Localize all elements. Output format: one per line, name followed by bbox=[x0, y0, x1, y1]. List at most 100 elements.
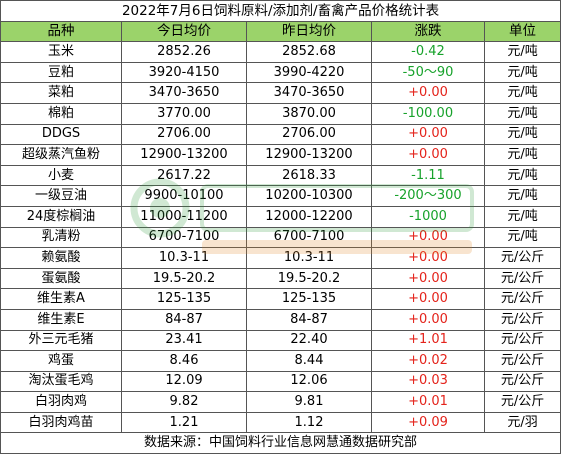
table-row: 24度棕榈油 11000-11200 12000-12200 -1000 元/吨 bbox=[0, 205, 562, 228]
table-row: 淘汰蛋毛鸡 12.09 12.06 +0.03 元/公斤 bbox=[0, 370, 562, 393]
cell-variety: 菜粕 bbox=[0, 82, 122, 104]
cell-variety: 小麦 bbox=[0, 164, 122, 187]
cell-today-price: 1.21 bbox=[121, 411, 247, 434]
cell-change: -100.00 bbox=[371, 102, 485, 125]
cell-yesterday-price: 12000-12200 bbox=[246, 205, 372, 228]
column-header-change: 涨跌 bbox=[371, 20, 485, 43]
table-title: 2022年7月6日饲料原料/添加剂/畜禽产品价格统计表 bbox=[0, 0, 562, 22]
cell-change: +0.00 bbox=[371, 288, 485, 310]
cell-variety: 蛋氨酸 bbox=[0, 267, 122, 290]
column-header-yesterday-price: 昨日均价 bbox=[246, 20, 372, 43]
cell-unit: 元/吨 bbox=[483, 144, 562, 166]
table-row: 小麦 2617.22 2618.33 -1.11 元/吨 bbox=[0, 164, 562, 187]
cell-today-price: 23.41 bbox=[121, 329, 247, 352]
table-row: DDGS 2706.00 2706.00 +0.00 元/吨 bbox=[0, 123, 562, 146]
cell-variety: 一级豆油 bbox=[0, 185, 122, 207]
cell-unit: 元/公斤 bbox=[483, 350, 562, 372]
cell-change: +0.00 bbox=[371, 247, 485, 269]
cell-variety: DDGS bbox=[0, 123, 122, 146]
cell-yesterday-price: 125-135 bbox=[246, 288, 372, 310]
table-row: 赖氨酸 10.3-11 10.3-11 +0.00 元/公斤 bbox=[0, 247, 562, 269]
cell-variety: 白羽肉鸡苗 bbox=[0, 411, 122, 434]
cell-today-price: 11000-11200 bbox=[121, 205, 247, 228]
cell-unit: 元/公斤 bbox=[483, 247, 562, 269]
cell-today-price: 3920-4150 bbox=[121, 61, 247, 84]
cell-today-price: 8.46 bbox=[121, 350, 247, 372]
cell-unit: 元/吨 bbox=[483, 41, 562, 63]
cell-change: -1.11 bbox=[371, 164, 485, 187]
table-row: 菜粕 3470-3650 3470-3650 +0.00 元/吨 bbox=[0, 82, 562, 104]
table-row: 蛋氨酸 19.5-20.2 19.5-20.2 +0.00 元/公斤 bbox=[0, 267, 562, 290]
cell-variety: 棉粕 bbox=[0, 102, 122, 125]
cell-today-price: 125-135 bbox=[121, 288, 247, 310]
cell-today-price: 3770.00 bbox=[121, 102, 247, 125]
cell-yesterday-price: 2618.33 bbox=[246, 164, 372, 187]
cell-change: +1.01 bbox=[371, 329, 485, 352]
cell-yesterday-price: 22.40 bbox=[246, 329, 372, 352]
cell-yesterday-price: 12900-13200 bbox=[246, 144, 372, 166]
cell-variety: 玉米 bbox=[0, 41, 122, 63]
table-row: 外三元毛猪 23.41 22.40 +1.01 元/公斤 bbox=[0, 329, 562, 352]
cell-yesterday-price: 1.12 bbox=[246, 411, 372, 434]
cell-today-price: 6700-7100 bbox=[121, 226, 247, 249]
cell-yesterday-price: 2852.68 bbox=[246, 41, 372, 63]
table-header-row: 品种 今日均价 昨日均价 涨跌 单位 bbox=[0, 20, 562, 43]
cell-unit: 元/羽 bbox=[483, 411, 562, 434]
cell-change: +0.09 bbox=[371, 411, 485, 434]
cell-variety: 赖氨酸 bbox=[0, 247, 122, 269]
column-header-unit: 单位 bbox=[483, 20, 562, 43]
cell-change: -1000 bbox=[371, 205, 485, 228]
cell-change: +0.00 bbox=[371, 123, 485, 146]
cell-unit: 元/公斤 bbox=[483, 370, 562, 393]
table-row: 鸡蛋 8.46 8.44 +0.02 元/公斤 bbox=[0, 350, 562, 372]
cell-yesterday-price: 10.3-11 bbox=[246, 247, 372, 269]
cell-unit: 元/吨 bbox=[483, 61, 562, 84]
cell-yesterday-price: 6700-7100 bbox=[246, 226, 372, 249]
table-row: 一级豆油 9900-10100 10200-10300 -200～300 元/吨 bbox=[0, 185, 562, 207]
cell-unit: 元/公斤 bbox=[483, 329, 562, 352]
cell-today-price: 9900-10100 bbox=[121, 185, 247, 207]
cell-unit: 元/吨 bbox=[483, 102, 562, 125]
table-row: 乳清粉 6700-7100 6700-7100 +0.00 元/吨 bbox=[0, 226, 562, 249]
cell-change: -0.42 bbox=[371, 41, 485, 63]
cell-variety: 白羽肉鸡 bbox=[0, 391, 122, 413]
cell-yesterday-price: 9.81 bbox=[246, 391, 372, 413]
cell-today-price: 2706.00 bbox=[121, 123, 247, 146]
table-row: 豆粕 3920-4150 3990-4220 -50～90 元/吨 bbox=[0, 61, 562, 84]
cell-yesterday-price: 3870.00 bbox=[246, 102, 372, 125]
table-row: 维生素A 125-135 125-135 +0.00 元/公斤 bbox=[0, 288, 562, 310]
cell-variety: 鸡蛋 bbox=[0, 350, 122, 372]
table-footer-row: 数据来源：中国饲料行业信息网慧通数据研究部 bbox=[0, 432, 562, 454]
cell-today-price: 12900-13200 bbox=[121, 144, 247, 166]
cell-unit: 元/吨 bbox=[483, 164, 562, 187]
cell-today-price: 84-87 bbox=[121, 308, 247, 331]
cell-variety: 维生素A bbox=[0, 288, 122, 310]
cell-change: -200～300 bbox=[371, 185, 485, 207]
cell-variety: 淘汰蛋毛鸡 bbox=[0, 370, 122, 393]
cell-change: +0.01 bbox=[371, 391, 485, 413]
cell-variety: 乳清粉 bbox=[0, 226, 122, 249]
cell-change: +0.00 bbox=[371, 308, 485, 331]
table-row: 维生素E 84-87 84-87 +0.00 元/公斤 bbox=[0, 308, 562, 331]
cell-change: +0.00 bbox=[371, 267, 485, 290]
cell-variety: 维生素E bbox=[0, 308, 122, 331]
column-header-variety: 品种 bbox=[0, 20, 122, 43]
cell-change: +0.00 bbox=[371, 144, 485, 166]
cell-unit: 元/吨 bbox=[483, 226, 562, 249]
table-row: 棉粕 3770.00 3870.00 -100.00 元/吨 bbox=[0, 102, 562, 125]
cell-change: +0.00 bbox=[371, 82, 485, 104]
cell-yesterday-price: 3470-3650 bbox=[246, 82, 372, 104]
cell-unit: 元/吨 bbox=[483, 82, 562, 104]
table-row: 白羽肉鸡苗 1.21 1.12 +0.09 元/羽 bbox=[0, 411, 562, 434]
cell-unit: 元/公斤 bbox=[483, 288, 562, 310]
cell-today-price: 9.82 bbox=[121, 391, 247, 413]
cell-unit: 元/公斤 bbox=[483, 391, 562, 413]
data-source-note: 数据来源：中国饲料行业信息网慧通数据研究部 bbox=[0, 432, 562, 454]
cell-yesterday-price: 3990-4220 bbox=[246, 61, 372, 84]
table-row: 白羽肉鸡 9.82 9.81 +0.01 元/公斤 bbox=[0, 391, 562, 413]
cell-today-price: 2852.26 bbox=[121, 41, 247, 63]
cell-yesterday-price: 84-87 bbox=[246, 308, 372, 331]
